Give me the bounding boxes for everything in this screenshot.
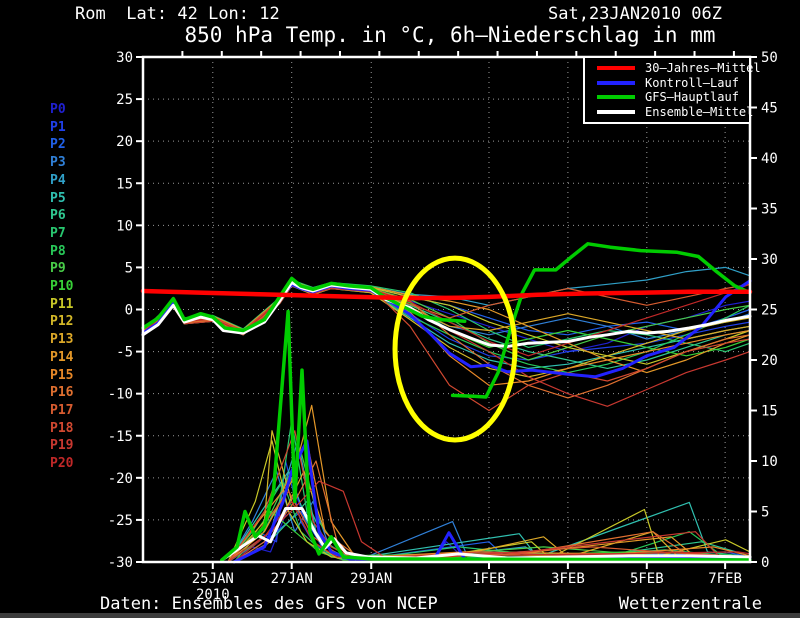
legend-item: 30–Jahres–Mittel <box>585 61 761 75</box>
member-label-p16: P16 <box>50 385 74 401</box>
bottom-strip <box>0 613 800 618</box>
left-axis-tick-label: -25 <box>108 513 133 529</box>
series-line-kontroll-lauf-niederschlag <box>232 439 752 564</box>
legend-label: GFS–Hauptlauf <box>645 90 739 105</box>
left-axis-tick-label: 20 <box>116 134 133 150</box>
legend-label: Ensemble–Mittel <box>645 104 754 119</box>
left-axis-tick-label: -15 <box>108 429 133 445</box>
x-axis-tick-label: 3FEB <box>551 571 585 587</box>
member-label-p12: P12 <box>50 314 74 330</box>
data-source: Daten: Ensembles des GFS von NCEP <box>100 594 438 614</box>
right-axis-tick-label: 10 <box>761 454 778 470</box>
member-label-p19: P19 <box>50 438 74 454</box>
member-label-p14: P14 <box>50 349 74 365</box>
right-axis-tick-label: 40 <box>761 151 778 167</box>
right-axis-tick-label: 50 <box>761 50 778 66</box>
member-label-p2: P2 <box>50 137 66 153</box>
legend-item: Kontroll–Lauf <box>585 76 749 90</box>
series-line-ensemble-mittel <box>141 281 752 348</box>
temp-line-p7 <box>142 279 751 353</box>
member-label-p6: P6 <box>50 208 66 224</box>
x-axis-tick-label: 5FEB <box>630 571 664 587</box>
member-label-p8: P8 <box>50 243 66 259</box>
member-label-p17: P17 <box>50 402 74 418</box>
left-axis-tick-label: 0 <box>125 303 133 319</box>
x-axis-tick-label: 1FEB <box>472 571 506 587</box>
precip-line-p19 <box>227 480 751 563</box>
member-label-p3: P3 <box>50 155 66 171</box>
brand: Wetterzentrale <box>618 594 762 614</box>
left-axis-tick-label: -30 <box>108 555 133 571</box>
plot-border <box>141 55 752 564</box>
member-label-p15: P15 <box>50 367 74 383</box>
series-line-ensemble-mittel-niederschlag <box>220 507 752 562</box>
member-label-p1: P1 <box>50 119 66 135</box>
right-axis-tick-label: 45 <box>761 101 778 117</box>
left-axis-tick-label: -5 <box>116 345 133 361</box>
x-axis-tick-label: 29JAN <box>350 571 392 587</box>
left-axis-tick-label: -10 <box>108 387 133 403</box>
series-line-gfs-hauptlauf-b <box>450 242 752 399</box>
left-axis-tick-label: 15 <box>116 176 133 192</box>
chart-legend: 30–Jahres–Mittel Kontroll–Lauf GFS–Hauptla… <box>583 58 761 124</box>
precip-line-p4 <box>233 440 751 563</box>
left-axis-tick-label: 5 <box>125 260 133 276</box>
right-axis-tick-label: 15 <box>761 404 778 420</box>
legend-item: GFS–Hauptlauf <box>585 90 749 104</box>
member-label-p4: P4 <box>50 172 66 188</box>
left-axis-tick-label: 10 <box>116 218 133 234</box>
x-axis-year-label: 2010 <box>196 587 230 603</box>
right-axis-tick-label: 5 <box>761 505 769 521</box>
right-axis-tick-label: 0 <box>761 555 769 571</box>
member-label-p11: P11 <box>50 296 74 312</box>
member-label-p13: P13 <box>50 332 74 348</box>
legend-item: Ensemble–Mittel <box>585 105 753 119</box>
chart-title: 850 hPa Temp. in °C, 6h–Niederschlag in … <box>184 23 716 47</box>
right-axis-tick-label: 25 <box>761 303 778 319</box>
highlight-ellipse <box>392 255 518 443</box>
left-axis-tick-label: -20 <box>108 471 133 487</box>
header-left: Rom Lat: 42 Lon: 12 <box>75 4 280 24</box>
legend-label: Kontroll–Lauf <box>645 75 739 90</box>
left-axis-tick-label: 25 <box>116 92 133 108</box>
legend-swatch <box>597 66 635 71</box>
member-label-p10: P10 <box>50 279 74 294</box>
series-line-gfs-hauptlauf-a <box>141 276 467 333</box>
right-axis-tick-label: 30 <box>761 252 778 268</box>
right-axis-tick-label: 20 <box>761 353 778 369</box>
legend-swatch <box>597 109 635 114</box>
x-axis-tick-label: 7FEB <box>708 571 742 587</box>
x-axis-tick-label: 25JAN <box>192 571 234 587</box>
member-label-p18: P18 <box>50 420 74 436</box>
legend-swatch <box>597 95 635 100</box>
legend-label: 30–Jahres–Mittel <box>645 61 761 76</box>
legend-swatch <box>597 80 635 85</box>
member-label-p5: P5 <box>50 190 66 206</box>
member-label-p7: P7 <box>50 225 66 241</box>
right-axis-tick-label: 35 <box>761 202 778 218</box>
station-coords: Lat: 42 Lon: 12 <box>126 4 280 24</box>
run-datetime: Sat,23JAN2010 06Z <box>548 4 722 24</box>
series-line-gfs-hauptlauf-niederschlag <box>220 309 752 562</box>
left-axis-tick-label: 30 <box>116 50 133 66</box>
station-name: Rom <box>75 4 106 24</box>
member-label-p9: P9 <box>50 261 66 277</box>
series-line-30-jahres-mittel <box>140 288 753 301</box>
x-axis-tick-label: 27JAN <box>271 571 313 587</box>
member-label-p20: P20 <box>50 456 74 471</box>
member-label-p0: P0 <box>50 102 66 117</box>
